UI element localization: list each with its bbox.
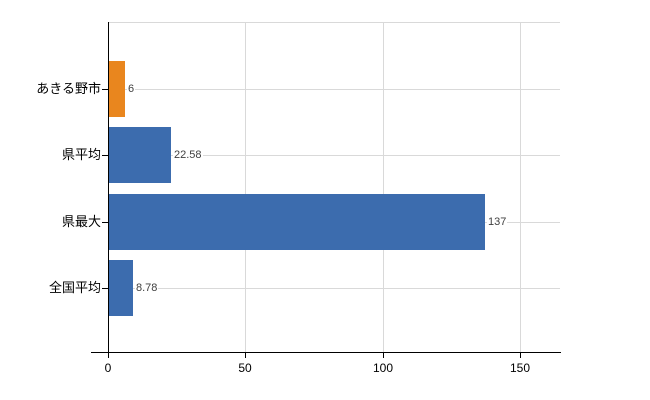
category-label: 県最大 [61, 214, 101, 229]
x-axis-tick [245, 352, 246, 358]
y-axis [108, 22, 109, 352]
chart-bar [109, 194, 485, 250]
y-axis-tick [102, 221, 108, 223]
bar-value-label: 137 [487, 215, 508, 229]
x-axis [91, 352, 561, 353]
v-gridline [245, 22, 246, 352]
bar-value-label: 22.58 [173, 148, 203, 162]
category-label: 県平均 [61, 147, 101, 162]
chart-bar [109, 61, 125, 117]
h-gridline [108, 155, 560, 156]
v-gridline [520, 22, 521, 352]
chart-bar [109, 260, 133, 316]
h-gridline [108, 88, 560, 90]
x-tick-label: 100 [372, 361, 394, 375]
x-axis-tick [108, 352, 109, 358]
bar-value-label: 6 [127, 82, 136, 96]
bar-value-label: 8.78 [135, 281, 159, 295]
chart-bar [109, 127, 171, 183]
y-axis-tick [102, 155, 108, 156]
x-axis-tick [520, 352, 521, 358]
category-label: あきる野市 [36, 81, 101, 96]
x-tick-label: 0 [104, 361, 112, 375]
h-gridline [108, 288, 560, 289]
y-axis-tick [102, 288, 108, 289]
x-tick-label: 50 [238, 361, 252, 375]
v-gridline [383, 22, 384, 352]
x-tick-label: 150 [509, 361, 531, 375]
category-label: 全国平均 [48, 280, 101, 295]
x-axis-tick [383, 352, 384, 358]
plot-top-border [108, 22, 560, 23]
y-axis-tick [102, 88, 108, 90]
